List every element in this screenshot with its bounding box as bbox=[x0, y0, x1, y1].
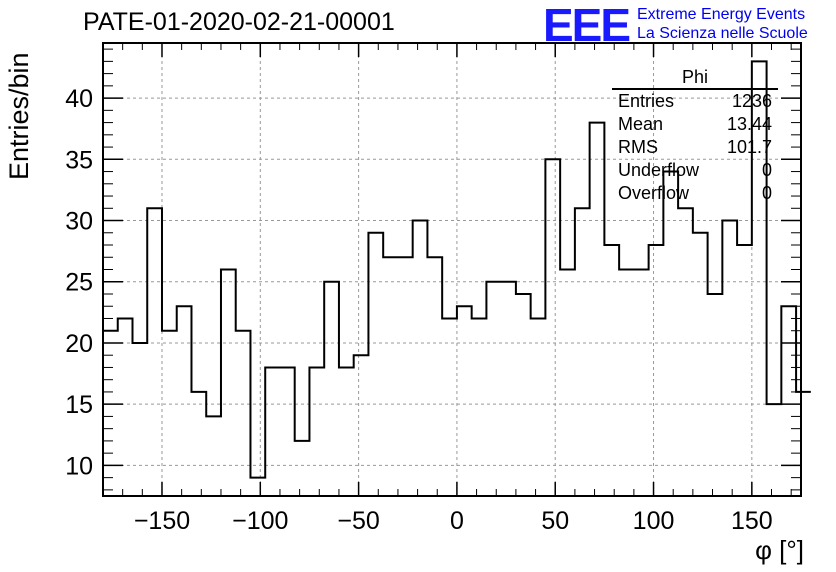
histogram-step-line bbox=[103, 60, 811, 479]
x-tick-label: 0 bbox=[450, 507, 464, 535]
stats-label: Mean bbox=[618, 114, 664, 134]
y-tick-label: 10 bbox=[65, 452, 93, 480]
y-tick-label: 15 bbox=[65, 391, 93, 419]
stats-value: 0 bbox=[761, 160, 772, 180]
x-tick-label: −150 bbox=[134, 507, 190, 535]
y-tick-label: 20 bbox=[65, 330, 93, 358]
x-tick-label: 50 bbox=[541, 507, 569, 535]
logo-line-2: La Scienza nelle Scuole bbox=[637, 25, 808, 42]
eee-logo: EEE bbox=[543, 0, 631, 51]
stats-row-overflow: Overflow 0 bbox=[612, 182, 778, 205]
axis-ticks bbox=[102, 43, 801, 496]
y-axis-label: Entries/bin bbox=[4, 52, 34, 180]
y-tick-label: 35 bbox=[65, 146, 93, 174]
stats-value: 1236 bbox=[731, 91, 772, 111]
stats-label: Overflow bbox=[618, 183, 690, 203]
x-axis-label: φ [°] bbox=[755, 535, 804, 565]
x-tick-label: −50 bbox=[337, 507, 379, 535]
y-tick-label: 40 bbox=[65, 85, 93, 113]
stats-value: 13.44 bbox=[726, 114, 772, 134]
stats-row-entries: Entries 1236 bbox=[612, 90, 778, 113]
plot-frame bbox=[102, 42, 802, 497]
tick-labels: −150 −100 −50 0 50 100 150 10 15 20 25 30 35 40 bbox=[65, 85, 773, 535]
stats-value: 101.7 bbox=[726, 137, 772, 157]
x-tick-label: 150 bbox=[731, 507, 773, 535]
x-tick-label: 100 bbox=[633, 507, 675, 535]
stats-label: Underflow bbox=[618, 160, 700, 180]
stats-box: Phi Entries 1236 Mean 13.44 RMS 101.7 Un… bbox=[612, 66, 778, 205]
stats-value: 0 bbox=[761, 183, 772, 203]
grid-lines bbox=[103, 43, 801, 496]
stats-row-rms: RMS 101.7 bbox=[612, 136, 778, 159]
stats-row-underflow: Underflow 0 bbox=[612, 159, 778, 182]
y-tick-label: 30 bbox=[65, 208, 93, 236]
logo-line-1: Extreme Energy Events bbox=[637, 6, 806, 23]
stats-title: Phi bbox=[612, 66, 778, 90]
stats-label: RMS bbox=[618, 137, 658, 157]
stats-row-mean: Mean 13.44 bbox=[612, 113, 778, 136]
x-tick-label: −100 bbox=[232, 507, 288, 535]
plot-title: PATE-01-2020-02-21-00001 bbox=[83, 8, 395, 36]
stats-label: Entries bbox=[618, 91, 675, 111]
y-tick-label: 25 bbox=[65, 269, 93, 297]
